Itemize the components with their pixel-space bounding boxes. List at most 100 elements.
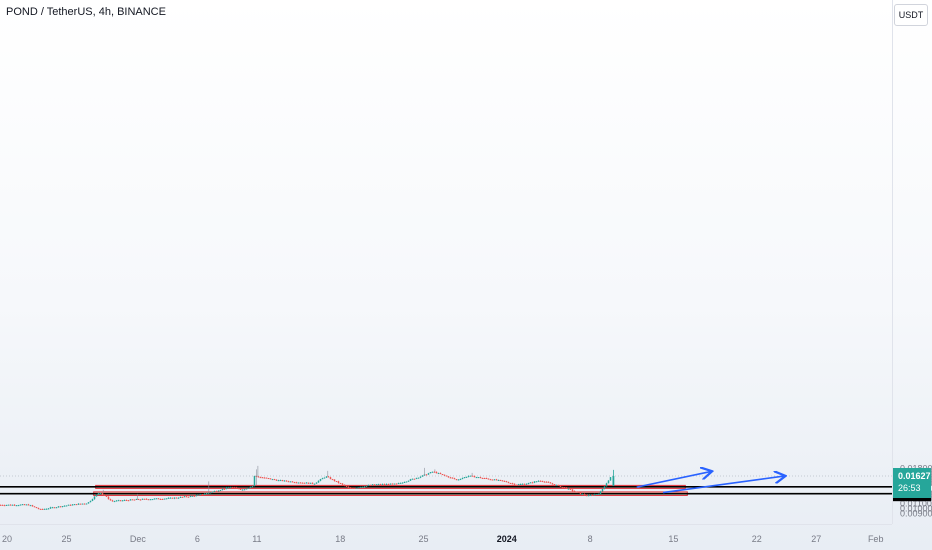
candle-body [39, 508, 42, 510]
candle-body [199, 494, 202, 496]
candle-body [337, 481, 340, 483]
candle-body [185, 496, 188, 498]
candle-body [211, 491, 214, 493]
candle-body [259, 477, 262, 479]
candle-body [431, 471, 434, 473]
candle-body [612, 476, 615, 486]
candle-body [465, 476, 468, 478]
candle-body [395, 483, 398, 485]
candle-body [143, 498, 146, 500]
candle-body [495, 479, 498, 481]
candle-body [275, 479, 278, 481]
candle-body [593, 494, 596, 496]
candle-body [345, 485, 348, 487]
candle-body [473, 475, 476, 478]
candle-body [491, 479, 494, 481]
candle-body [25, 504, 28, 506]
candle-body [383, 484, 386, 486]
candle-body [209, 492, 212, 494]
candle-body [603, 486, 606, 489]
candle-body [281, 480, 284, 482]
candle-body [251, 485, 254, 487]
candle-body [497, 479, 500, 481]
candle-body [513, 483, 516, 485]
candle-body [205, 493, 208, 495]
candle-body [305, 482, 308, 484]
candle-body [245, 488, 248, 490]
candle-body [501, 480, 504, 482]
candle-body [81, 503, 84, 505]
candle-body [151, 499, 154, 501]
candle-body [445, 475, 448, 477]
candle-body [299, 482, 302, 484]
trend-arrow[interactable] [636, 472, 711, 488]
x-tick-label: 25 [61, 534, 71, 544]
candle-body [73, 504, 76, 506]
candle-body [367, 485, 370, 487]
candle-body [65, 505, 68, 507]
candle-body [343, 484, 346, 486]
x-tick-label: Feb [868, 534, 884, 544]
candle-body [219, 490, 222, 492]
candle-body [189, 495, 192, 497]
candle-body [575, 491, 578, 493]
candle-body [99, 493, 102, 495]
candle-body [459, 479, 462, 481]
candle-body [487, 478, 490, 480]
candle-body [397, 483, 400, 485]
candle-body [21, 504, 24, 506]
candle-body [61, 506, 64, 508]
candle-body [381, 484, 384, 486]
candle-body [327, 476, 330, 478]
candle-body [181, 496, 184, 498]
candle-body [171, 497, 174, 499]
candle-body [557, 484, 560, 486]
candle-body [555, 484, 558, 486]
candle-body [357, 487, 360, 489]
candle-body [457, 479, 460, 481]
candle-body [401, 482, 404, 484]
candle-body [103, 494, 106, 496]
candle-body [587, 495, 590, 497]
candle-body [321, 478, 324, 480]
candle-body [153, 498, 156, 500]
candle-body [35, 507, 38, 509]
candle-body [563, 487, 566, 489]
candle-body [49, 507, 52, 509]
candle-body [573, 490, 576, 492]
candle-body [89, 500, 92, 503]
candle-body [15, 505, 18, 507]
currency-button[interactable]: USDT [894, 4, 928, 26]
candle-body [271, 479, 274, 481]
candle-body [435, 471, 438, 474]
candle-body [3, 505, 6, 507]
candle-body [295, 482, 298, 484]
candle-body [329, 477, 332, 480]
candle-body [539, 480, 542, 482]
candle-body [389, 483, 392, 485]
candle-body [203, 493, 206, 495]
candle-body [105, 495, 108, 497]
candle-body [433, 471, 436, 473]
candle-body [7, 504, 10, 506]
candle-body [461, 478, 464, 480]
candle-body [261, 477, 264, 479]
candle-body [309, 482, 312, 484]
candle-body [481, 477, 484, 479]
x-tick-label: 27 [811, 534, 821, 544]
candle-body [277, 480, 280, 482]
trend-arrow[interactable] [662, 476, 784, 494]
candle-body [353, 487, 356, 489]
candle-body [463, 477, 466, 479]
candle-body [17, 505, 20, 507]
candle-body [453, 478, 456, 480]
candle-body [485, 478, 488, 480]
symbol-title[interactable]: POND / TetherUS, 4h, BINANCE [6, 6, 166, 18]
candle-body [221, 488, 224, 491]
candle-body [45, 508, 48, 510]
candle-body [149, 499, 152, 501]
candle-body [475, 477, 478, 479]
candle-body [403, 481, 406, 483]
candle-body [201, 494, 204, 496]
